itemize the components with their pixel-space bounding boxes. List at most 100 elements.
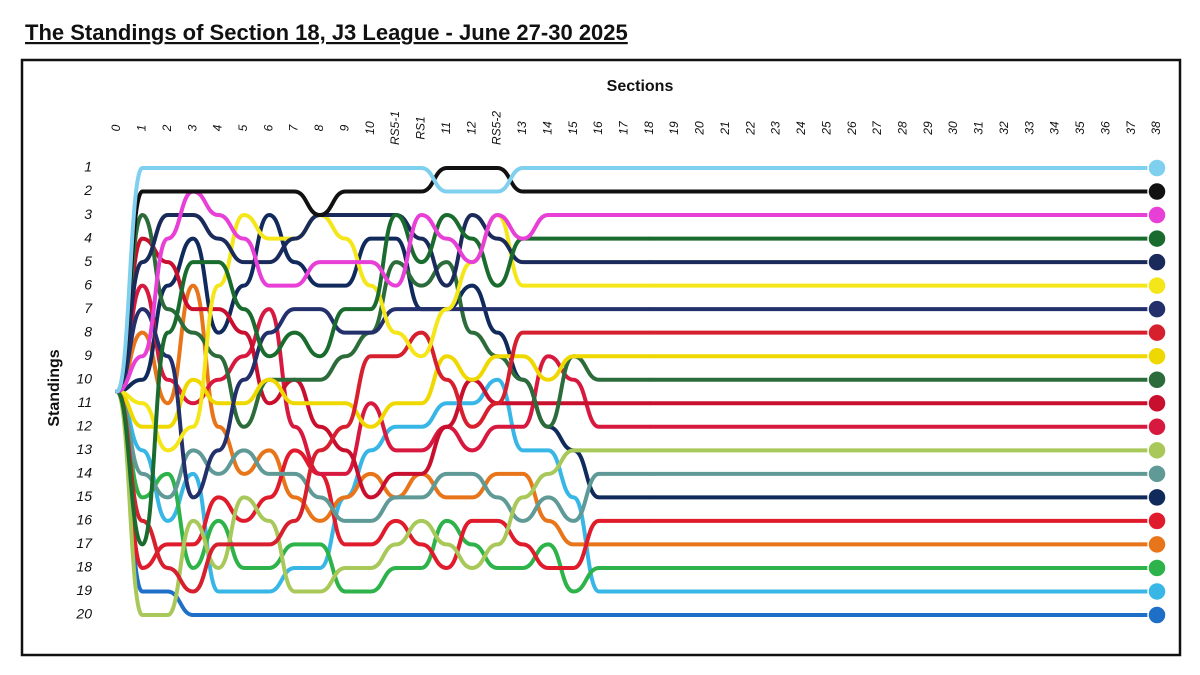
x-tick-label: 11 (439, 122, 453, 134)
end-marker (1147, 511, 1167, 531)
y-tick-label: 15 (76, 488, 92, 504)
end-marker (1147, 275, 1167, 296)
x-tick-label: 7 (287, 123, 301, 131)
x-tick-label: 19 (667, 121, 681, 135)
series-line (115, 236, 652, 500)
end-marker (1147, 581, 1167, 602)
y-tick-label: 7 (84, 300, 93, 316)
x-tick-label: 1 (135, 125, 149, 132)
x-tick-label: 14 (540, 121, 554, 135)
x-tick-label: 37 (1124, 120, 1138, 135)
series-line (115, 389, 652, 523)
series-line (115, 389, 652, 594)
x-tick-label: 24 (794, 121, 808, 136)
chart-title: The Standings of Section 18, J3 League -… (25, 20, 628, 45)
x-tick-label: 2 (160, 124, 174, 132)
y-tick-label: 6 (84, 276, 92, 292)
plot-area (115, 158, 1167, 625)
end-marker (1147, 417, 1167, 437)
x-tick-label: 35 (1073, 121, 1087, 135)
x-tick-label: 20 (693, 121, 707, 136)
series-line (115, 213, 652, 500)
y-axis-title: Standings (46, 349, 63, 426)
x-tick-label: 15 (566, 121, 580, 135)
x-tick-label: 0 (109, 124, 123, 131)
x-tick-label: RS5-2 (490, 111, 504, 145)
x-tick-label: 27 (870, 120, 884, 136)
end-marker (1147, 252, 1167, 272)
end-marker (1147, 605, 1167, 625)
end-marker (1147, 369, 1167, 390)
x-tick-label: 25 (819, 121, 833, 136)
end-marker (1147, 181, 1167, 202)
series-line (115, 307, 652, 500)
series-line (115, 166, 652, 394)
x-tick-label: 21 (718, 121, 732, 135)
end-marker (1147, 322, 1167, 343)
y-tick-label: 20 (75, 606, 92, 622)
end-marker (1147, 558, 1167, 578)
end-marker (1147, 346, 1167, 366)
end-marker (1147, 158, 1167, 178)
y-tick-label: 5 (84, 253, 92, 269)
x-tick-label: 31 (972, 121, 986, 134)
y-tick-label: 1 (84, 159, 92, 175)
series-line (115, 330, 652, 594)
y-tick-label: 19 (76, 582, 92, 598)
x-tick-label: 34 (1048, 121, 1062, 135)
x-tick-label: 4 (211, 124, 225, 131)
end-marker (1147, 464, 1167, 484)
y-tick-label: 10 (76, 370, 92, 386)
series-line (115, 389, 652, 617)
x-tick-label: 30 (946, 121, 960, 135)
y-tick-label: 9 (84, 347, 92, 363)
x-tick-label: 6 (261, 124, 275, 131)
y-tick-label: 14 (76, 465, 92, 481)
frame (20, 58, 1182, 657)
y-tick-label: 17 (76, 535, 93, 551)
series-line (115, 377, 652, 594)
series-line (115, 283, 652, 547)
series-line (115, 389, 652, 570)
x-tick-label: 33 (1022, 121, 1036, 135)
x-tick-label: RS1 (414, 116, 428, 139)
x-tick-label: 12 (464, 121, 478, 135)
x-tick-label: 16 (591, 121, 605, 135)
y-tick-label: 11 (77, 394, 92, 410)
x-axis-title: Sections (607, 78, 674, 95)
x-tick-label: 23 (769, 121, 783, 136)
x-tick-label: 22 (743, 121, 757, 136)
y-tick-label: 13 (76, 441, 92, 457)
x-tick-label: 3 (185, 124, 199, 131)
series-line (115, 389, 652, 617)
x-tick-label: 17 (616, 120, 630, 135)
x-tick-label: RS5-1 (388, 111, 402, 145)
x-tick-label: 10 (363, 121, 377, 135)
series-line (115, 166, 652, 394)
series-line (115, 213, 652, 547)
end-marker (1147, 487, 1167, 508)
y-tick-label: 4 (84, 229, 92, 245)
x-tick-label: 5 (236, 124, 250, 131)
x-tick-label: 9 (337, 124, 351, 131)
x-tick-label: 8 (312, 124, 326, 131)
y-tick-label: 8 (84, 323, 92, 339)
end-marker (1147, 299, 1167, 319)
x-tick-label: 29 (921, 121, 935, 136)
end-marker (1147, 393, 1167, 414)
x-tick-label: 18 (642, 121, 656, 135)
x-tick-label: 13 (515, 121, 529, 135)
x-tick-label: 32 (997, 121, 1011, 135)
series-line (115, 213, 652, 394)
y-tick-label: 16 (76, 512, 92, 528)
end-marker (1147, 205, 1167, 225)
y-tick-label: 18 (76, 559, 92, 575)
series-line (115, 283, 652, 476)
end-marker (1147, 228, 1167, 249)
x-tick-label: 26 (845, 121, 859, 136)
y-tick-label: 2 (83, 182, 92, 198)
x-tick-label: 38 (1149, 121, 1163, 135)
x-tick-label: 28 (896, 121, 910, 136)
end-marker (1147, 440, 1167, 461)
